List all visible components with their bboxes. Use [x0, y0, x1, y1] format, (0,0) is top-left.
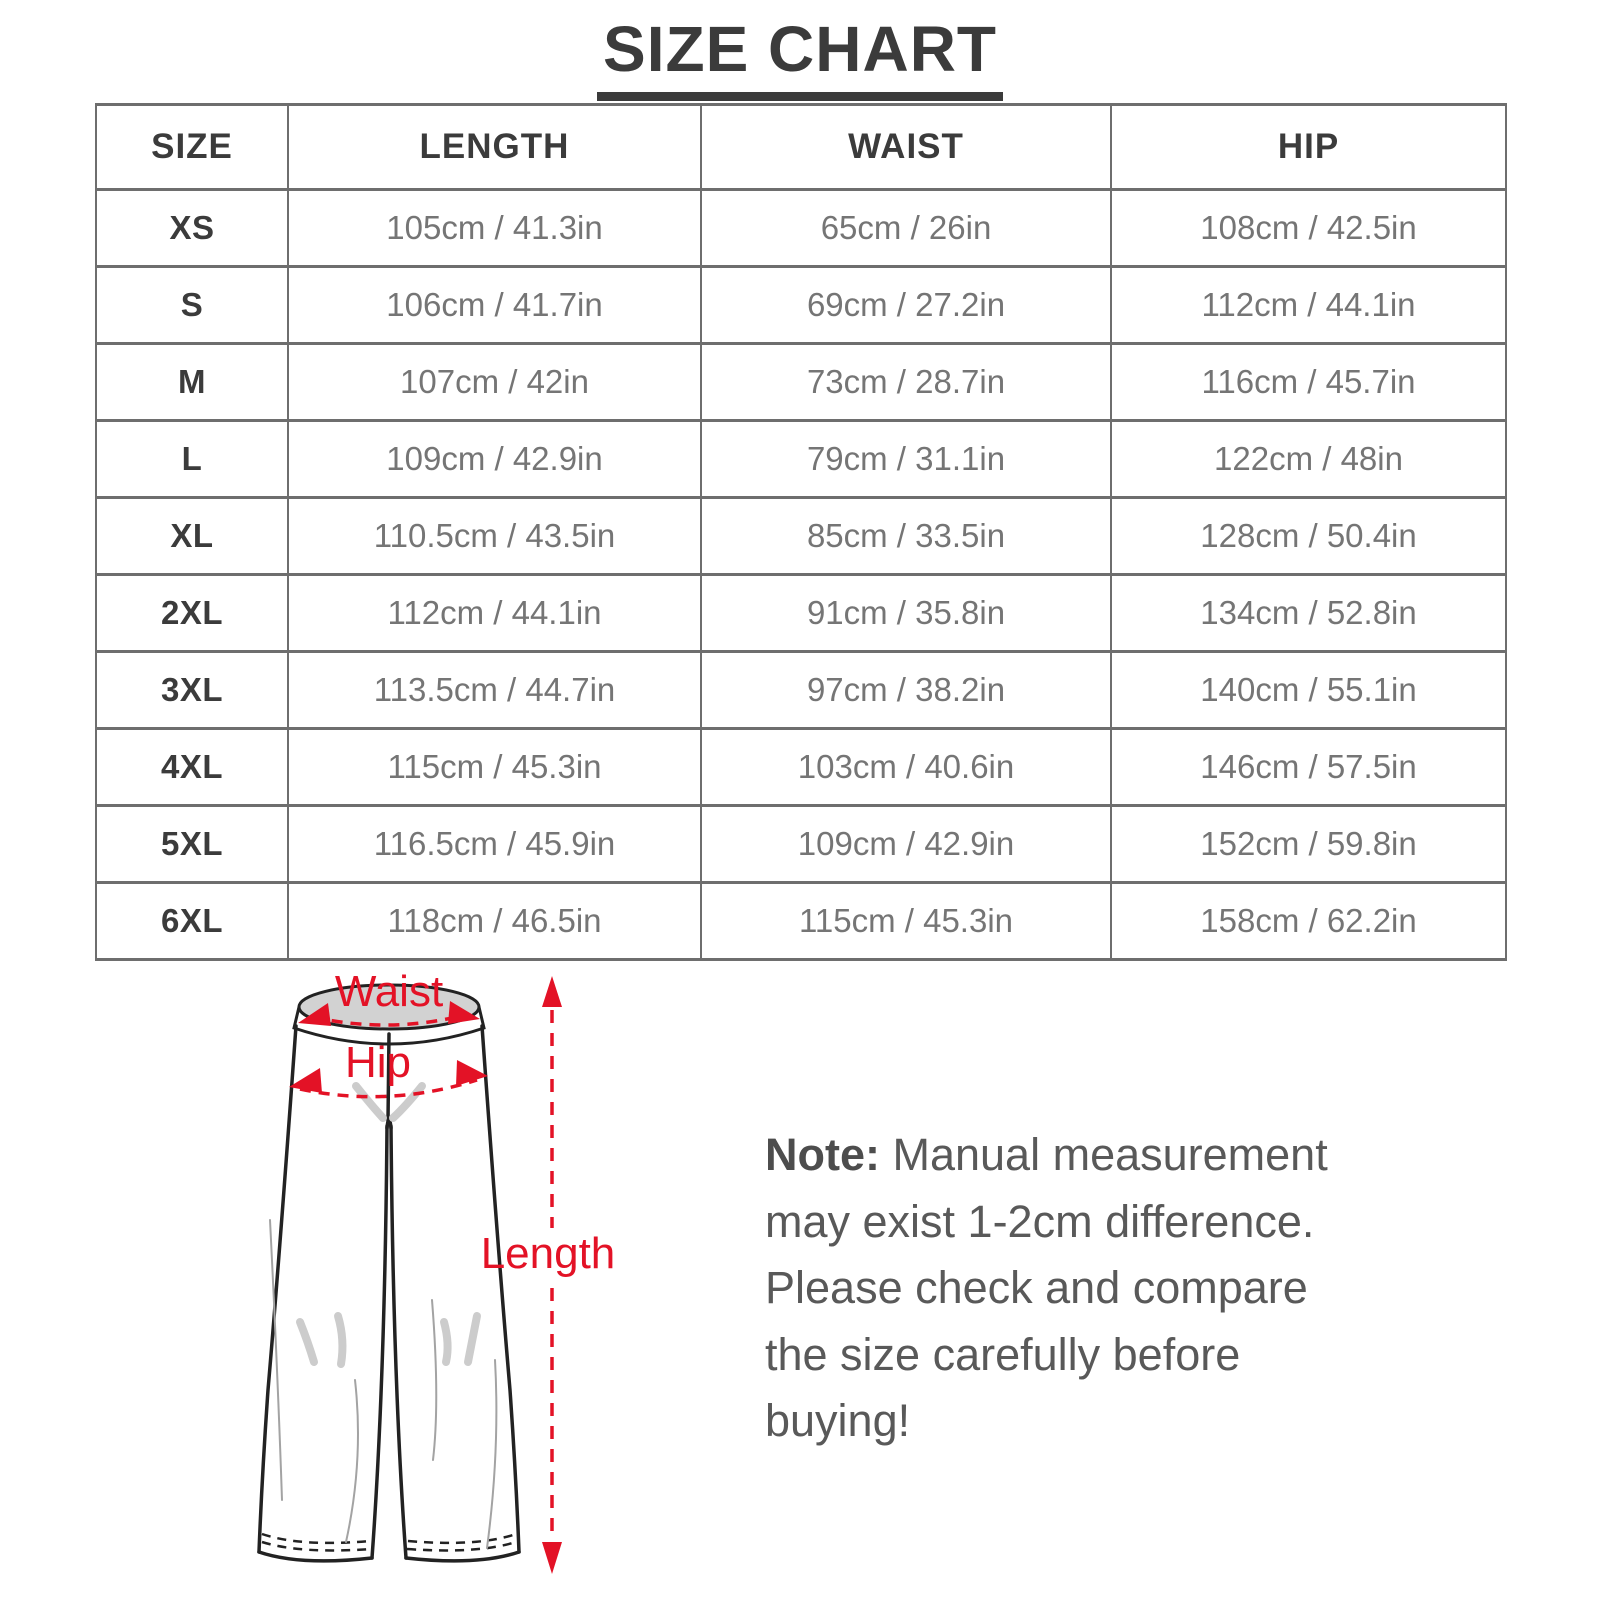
cell-size: 3XL — [95, 650, 289, 730]
cell-waist: 79cm / 31.1in — [700, 419, 1112, 499]
header-length: LENGTH — [287, 103, 702, 191]
cell-length: 116.5cm / 45.9in — [287, 804, 702, 884]
table-row: XL 110.5cm / 43.5in 85cm / 33.5in 128cm … — [95, 496, 1507, 576]
table-row: 5XL 116.5cm / 45.9in 109cm / 42.9in 152c… — [95, 804, 1507, 884]
hip-arrowhead-left-icon — [289, 1068, 322, 1093]
cell-size: 5XL — [95, 804, 289, 884]
table-row: 6XL 118cm / 46.5in 115cm / 45.3in 158cm … — [95, 881, 1507, 961]
cell-hip: 122cm / 48in — [1110, 419, 1507, 499]
cell-size: L — [95, 419, 289, 499]
cell-size: S — [95, 265, 289, 345]
cell-length: 105cm / 41.3in — [287, 188, 702, 268]
length-label: Length — [481, 1229, 616, 1278]
cell-waist: 97cm / 38.2in — [700, 650, 1112, 730]
hem-stitching — [261, 1532, 517, 1552]
table-row: 3XL 113.5cm / 44.7in 97cm / 38.2in 140cm… — [95, 650, 1507, 730]
cell-hip: 128cm / 50.4in — [1110, 496, 1507, 576]
cell-waist: 103cm / 40.6in — [700, 727, 1112, 807]
size-table: SIZE LENGTH WAIST HIP XS 105cm / 41.3in … — [95, 103, 1507, 961]
seam-creases — [269, 1219, 498, 1549]
cell-length: 112cm / 44.1in — [287, 573, 702, 653]
cell-length: 118cm / 46.5in — [287, 881, 702, 961]
pants-measurement-diagram: Waist Hip Length — [150, 960, 670, 1600]
cell-size: 2XL — [95, 573, 289, 653]
cell-waist: 109cm / 42.9in — [700, 804, 1112, 884]
waist-arrowhead-left-icon — [298, 1003, 331, 1026]
cell-length: 109cm / 42.9in — [287, 419, 702, 499]
hip-arrowhead-right-icon — [456, 1060, 488, 1086]
cell-size: 6XL — [95, 881, 289, 961]
note-body: Manual measurement may exist 1-2cm diffe… — [765, 1129, 1328, 1447]
cell-hip: 140cm / 55.1in — [1110, 650, 1507, 730]
cell-length: 113.5cm / 44.7in — [287, 650, 702, 730]
cell-hip: 108cm / 42.5in — [1110, 188, 1507, 268]
cell-waist: 73cm / 28.7in — [700, 342, 1112, 422]
waistband-top — [297, 983, 481, 1031]
hip-label: Hip — [345, 1038, 411, 1087]
waist-arrowhead-right-icon — [448, 1001, 480, 1024]
size-table-header-row: SIZE LENGTH WAIST HIP — [95, 103, 1507, 191]
note-label: Note: — [765, 1129, 880, 1180]
cell-size: M — [95, 342, 289, 422]
header-waist: WAIST — [700, 103, 1112, 191]
table-row: 2XL 112cm / 44.1in 91cm / 35.8in 134cm /… — [95, 573, 1507, 653]
cell-length: 106cm / 41.7in — [287, 265, 702, 345]
cell-length: 107cm / 42in — [287, 342, 702, 422]
pants-diagram-svg: Waist Hip Length — [257, 967, 615, 1574]
length-arrowhead-bottom-icon — [542, 1542, 562, 1574]
fabric-creases — [296, 1082, 481, 1368]
header-hip: HIP — [1110, 103, 1507, 191]
note-text: Note: Manual measurement may exist 1-2cm… — [765, 1122, 1379, 1455]
page-title: SIZE CHART — [597, 15, 1003, 102]
header-size: SIZE — [95, 103, 289, 191]
length-arrowhead-top-icon — [542, 976, 562, 1007]
cell-hip: 152cm / 59.8in — [1110, 804, 1507, 884]
cell-waist: 85cm / 33.5in — [700, 496, 1112, 576]
cell-hip: 112cm / 44.1in — [1110, 265, 1507, 345]
cell-hip: 146cm / 57.5in — [1110, 727, 1507, 807]
measurement-annotations: Waist Hip Length — [289, 967, 615, 1574]
pants-outline — [257, 1024, 521, 1563]
cell-length: 115cm / 45.3in — [287, 727, 702, 807]
cell-waist: 91cm / 35.8in — [700, 573, 1112, 653]
size-table-body: XS 105cm / 41.3in 65cm / 26in 108cm / 42… — [95, 188, 1507, 961]
waist-arrow-line — [312, 1013, 466, 1027]
cell-waist: 69cm / 27.2in — [700, 265, 1112, 345]
cell-hip: 116cm / 45.7in — [1110, 342, 1507, 422]
cell-waist: 65cm / 26in — [700, 188, 1112, 268]
table-row: 4XL 115cm / 45.3in 103cm / 40.6in 146cm … — [95, 727, 1507, 807]
table-row: XS 105cm / 41.3in 65cm / 26in 108cm / 42… — [95, 188, 1507, 268]
waist-label: Waist — [335, 967, 443, 1016]
cell-waist: 115cm / 45.3in — [700, 881, 1112, 961]
cell-length: 110.5cm / 43.5in — [287, 496, 702, 576]
table-row: L 109cm / 42.9in 79cm / 31.1in 122cm / 4… — [95, 419, 1507, 499]
cell-size: XS — [95, 188, 289, 268]
table-row: M 107cm / 42in 73cm / 28.7in 116cm / 45.… — [95, 342, 1507, 422]
cell-hip: 134cm / 52.8in — [1110, 573, 1507, 653]
cell-size: 4XL — [95, 727, 289, 807]
page-title-wrap: SIZE CHART — [0, 15, 1600, 102]
cell-hip: 158cm / 62.2in — [1110, 881, 1507, 961]
cell-size: XL — [95, 496, 289, 576]
table-row: S 106cm / 41.7in 69cm / 27.2in 112cm / 4… — [95, 265, 1507, 345]
